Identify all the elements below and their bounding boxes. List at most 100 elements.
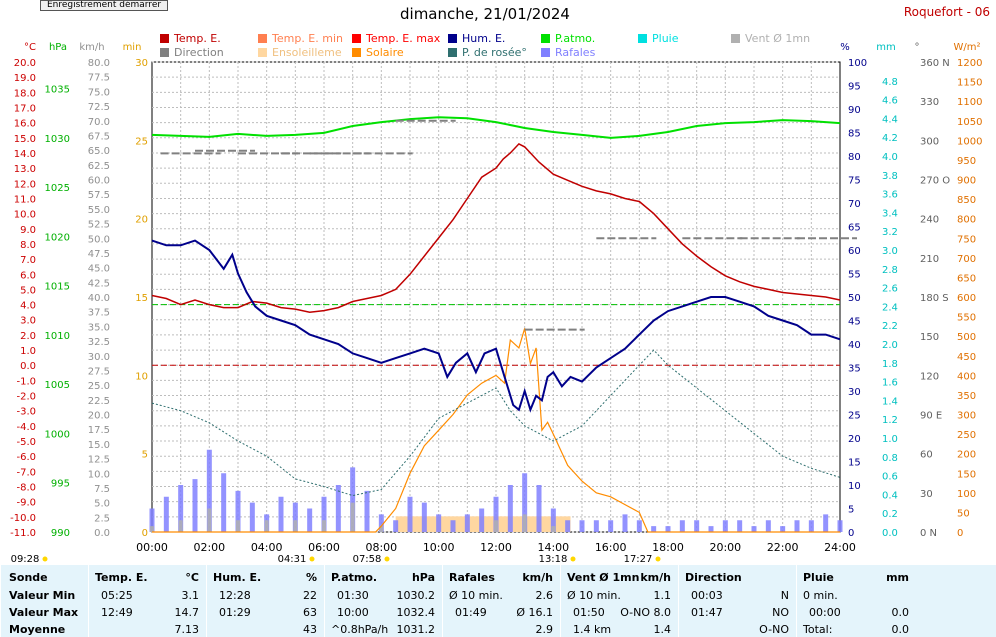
temp-tick-label: -3.0 xyxy=(16,407,36,418)
wind-tick-label: 67.5 xyxy=(88,131,110,142)
solar-tick-label: 600 xyxy=(957,293,976,304)
temp-tick-label: -5.0 xyxy=(16,437,36,448)
patmo-min-value: 1030.2 xyxy=(396,589,436,602)
wind-bar xyxy=(379,526,384,532)
gust-bar xyxy=(579,520,585,532)
pressure-tick-label: 1025 xyxy=(45,183,70,194)
vent-max-value: O-NO 8.0 xyxy=(620,606,671,619)
rain-tick-label: 1.4 xyxy=(882,396,898,407)
rain-tick-label: 1.0 xyxy=(882,434,898,445)
record-button[interactable]: Enregistrement démarrer xyxy=(40,0,168,11)
gust-bar xyxy=(378,514,384,532)
pluie-header: Pluie xyxy=(803,571,834,584)
gust-bar xyxy=(421,502,427,532)
col-pluie: Pluie mm 0 min. 00:00 0.0 Total: 0.0 xyxy=(796,565,917,637)
temperature-line xyxy=(151,142,841,313)
legend-swatch xyxy=(541,34,550,43)
temp-tick-label: 4.0 xyxy=(20,301,36,312)
pressure-tick-label: 1030 xyxy=(45,134,70,145)
patmo-unit: hPa xyxy=(411,571,435,584)
x-tick-label: 24:00 xyxy=(824,541,856,554)
pressure-tick-label: 1015 xyxy=(45,282,70,293)
rafales-max-time: 01:49 xyxy=(455,606,487,619)
temp-tick-label: -2.0 xyxy=(16,392,36,403)
stats-table: Sonde Valeur Min Valeur Max Moyenne Temp… xyxy=(0,565,996,637)
temp-tick-label: -1.0 xyxy=(16,376,36,387)
gust-bar xyxy=(178,485,184,532)
temp-max-value: 14.7 xyxy=(174,606,200,619)
vent-max-time: 01:50 xyxy=(573,606,605,619)
temp-tick-label: -7.0 xyxy=(16,467,36,478)
solar-tick-label: 300 xyxy=(957,411,976,422)
wind-tick-label: 2.5 xyxy=(94,513,110,524)
rain-tick-label: 0.2 xyxy=(882,509,898,520)
legend-label: Rafales xyxy=(555,46,596,59)
gust-bar xyxy=(694,520,700,532)
gust-bar xyxy=(163,496,169,532)
wind-bar xyxy=(264,520,269,532)
solar-tick-label: 50 xyxy=(957,508,970,519)
solar-tick-label: 450 xyxy=(957,352,976,363)
axis-unit: min xyxy=(123,42,142,53)
temp-tick-label: -4.0 xyxy=(16,422,36,433)
pressure-tick-label: 990 xyxy=(51,528,70,539)
wind-tick-label: 35.0 xyxy=(88,322,110,333)
gust-bar xyxy=(493,496,499,532)
wind-bar xyxy=(236,520,240,532)
legend-label: Direction xyxy=(174,46,224,59)
x-tick-label: 10:00 xyxy=(423,541,455,554)
gust-bar xyxy=(192,479,198,532)
gust-bar xyxy=(321,496,327,532)
temp-tick-label: 11.0 xyxy=(14,194,36,205)
axis-unit: ° xyxy=(915,42,920,53)
gust-bar xyxy=(780,526,786,532)
sun-tick-label: 10 xyxy=(135,371,148,382)
rain-tick-label: 4.6 xyxy=(882,96,898,107)
legend-item: Solaire xyxy=(352,46,404,59)
wind-tick-label: 42.5 xyxy=(88,278,110,289)
wind-tick-label: 55.0 xyxy=(88,205,110,216)
axis-unit: km/h xyxy=(79,42,104,53)
temp-tick-label: 18.0 xyxy=(14,88,36,99)
humidity-tick-label: 55 xyxy=(848,270,861,281)
x-tick-label: 00:00 xyxy=(136,541,168,554)
direction-tick-label: 180 S xyxy=(920,293,949,304)
temp-tick-label: -11.0 xyxy=(10,528,36,539)
solar-tick-label: 1000 xyxy=(957,136,982,147)
temp-tick-label: -10.0 xyxy=(10,513,36,524)
sun-tick-label: 30 xyxy=(135,58,148,69)
humidity-tick-label: 45 xyxy=(848,317,861,328)
patmo-trend: ^0.8hPa/h xyxy=(331,623,389,636)
sun-tick-label: 20 xyxy=(135,215,148,226)
wind-tick-label: 72.5 xyxy=(88,102,110,113)
solar-line xyxy=(152,328,840,533)
gust-bar xyxy=(292,502,298,532)
legend-label: Solaire xyxy=(366,46,404,59)
row-avg-label: Moyenne xyxy=(9,623,66,636)
gust-bar xyxy=(206,449,212,532)
pressure-tick-label: 1000 xyxy=(45,429,70,440)
sun-marker-dot xyxy=(384,556,390,562)
wind-tick-label: 80.0 xyxy=(88,58,110,69)
direction-avg-value: O-NO xyxy=(759,623,789,636)
wind-tick-label: 15.0 xyxy=(88,440,110,451)
x-tick-label: 20:00 xyxy=(709,541,741,554)
gust-bar xyxy=(651,526,657,532)
hum-min-value: 22 xyxy=(303,589,317,602)
col-sonde: Sonde Valeur Min Valeur Max Moyenne xyxy=(0,565,89,637)
legend-item: Temp. E. xyxy=(160,32,221,45)
temp-tick-label: 8.0 xyxy=(20,240,36,251)
x-tick-label: 06:00 xyxy=(308,541,340,554)
rain-tick-label: 4.4 xyxy=(882,114,898,125)
wind-tick-label: 47.5 xyxy=(88,249,110,260)
legend-item: Vent Ø 1mn xyxy=(731,32,810,45)
legend-label: Hum. E. xyxy=(462,32,506,45)
legend-swatch xyxy=(258,48,267,57)
vent-unit: km/h xyxy=(640,571,671,584)
temp-max-time: 12:49 xyxy=(101,606,133,619)
gust-bar xyxy=(522,473,528,532)
direction-max-time: 01:47 xyxy=(691,606,723,619)
gust-bar xyxy=(536,485,542,532)
rain-tick-label: 4.0 xyxy=(882,152,898,163)
direction-tick-label: 120 xyxy=(920,371,939,382)
